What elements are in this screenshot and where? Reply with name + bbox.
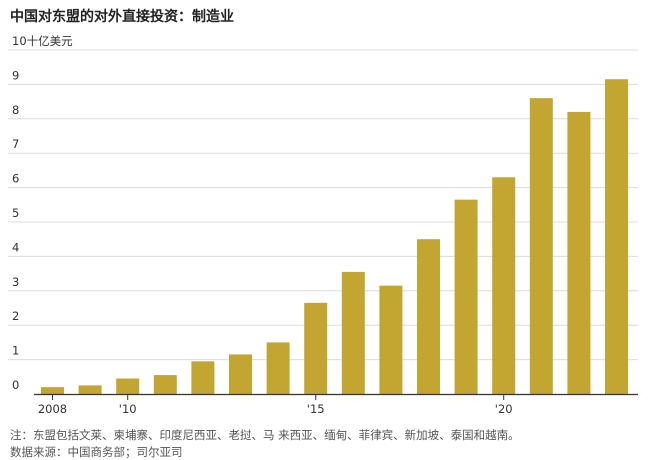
x-tick-label: '20	[495, 402, 513, 416]
x-axis-ticks: 2008 '10 '15 '20	[38, 394, 513, 416]
x-tick-label: '10	[119, 402, 137, 416]
bar-2019	[454, 199, 478, 394]
y-tick-label: 3	[12, 275, 19, 289]
chart-source: 数据来源：中国商务部；司尔亚司	[10, 445, 183, 459]
y-tick-label: 0	[12, 378, 19, 392]
bar-2016	[341, 271, 365, 394]
x-tick-label: 2008	[38, 402, 67, 416]
chart-note: 注：东盟包括文莱、柬埔寨、印度尼西亚、老挝、马 来西亚、缅甸、菲律宾、新加坡、泰…	[10, 428, 520, 442]
bar-2018	[417, 239, 440, 394]
bar-2009	[78, 385, 102, 394]
y-tick-label: 1	[12, 344, 19, 358]
y-tick-label: 4	[12, 240, 19, 254]
bar-2017	[379, 285, 403, 394]
y-tick-label: 7	[12, 137, 19, 151]
y-tick-label: 9	[12, 68, 19, 82]
bar-2014	[266, 342, 290, 394]
bar-2015	[304, 302, 328, 394]
bar-2013	[229, 354, 252, 394]
y-axis-ticks: 0 1 2 3 4 5 6 7 8 9 10十亿美元	[12, 34, 73, 392]
x-tick-label: '15	[307, 402, 325, 416]
bar-2012	[191, 361, 215, 394]
bar-2011	[153, 375, 177, 394]
bar-chart: 0 1 2 3 4 5 6 7 8 9 10十亿美元 2008 '10 '15 '20	[8, 34, 638, 416]
bars	[41, 79, 628, 395]
bar-2008	[41, 387, 64, 394]
bar-2022	[567, 111, 591, 395]
y-tick-label: 6	[12, 172, 19, 186]
chart-title: 中国对东盟的对外直接投资：制造业	[10, 9, 234, 25]
y-tick-label: 10十亿美元	[12, 34, 73, 48]
bar-2021	[529, 98, 553, 394]
bar-2010	[116, 378, 140, 394]
y-tick-label: 5	[12, 206, 19, 220]
y-tick-label: 8	[12, 103, 19, 117]
bar-2023	[605, 79, 628, 395]
bar-2020	[492, 177, 516, 394]
y-tick-label: 2	[12, 309, 19, 323]
